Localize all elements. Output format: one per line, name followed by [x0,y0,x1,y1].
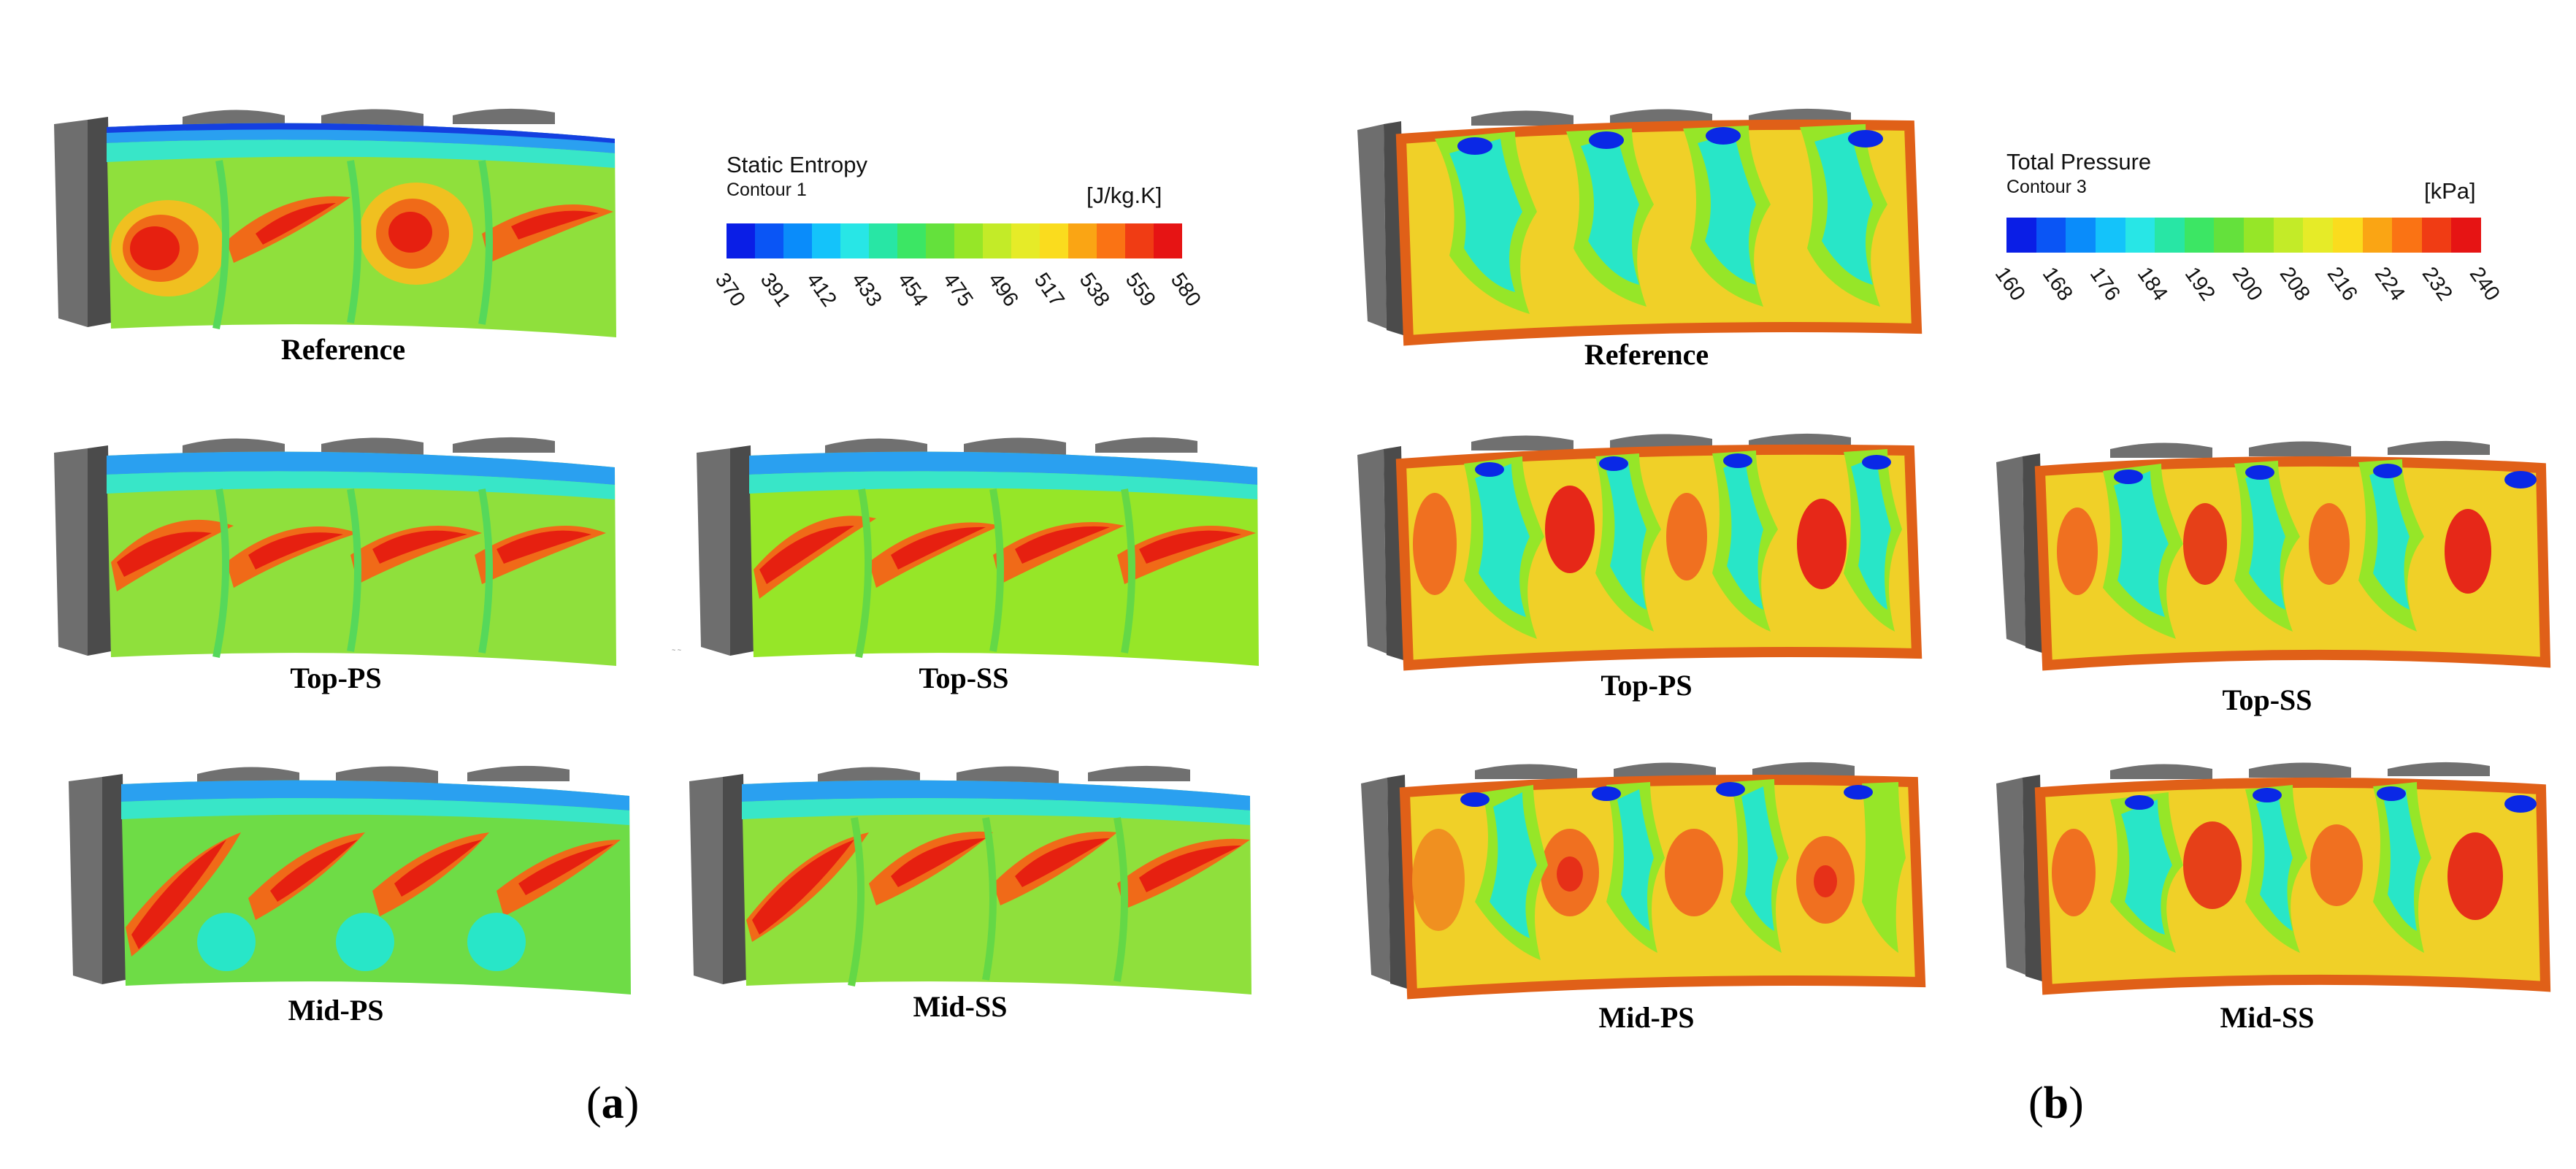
colorbar-tick-label: 200 [2227,263,2267,305]
pressure-contour-top-ps [1354,420,1924,675]
colorbar-tick-label: 208 [2274,263,2315,305]
case-label-mid-ps-a: Mid-PS [288,994,384,1027]
panel-label-a: (a) [586,1078,640,1128]
colorbar-tick-label: 475 [938,269,978,311]
colorbar-tick-label: 412 [801,269,841,311]
colorbar-swatch [2421,218,2452,253]
colorbar-swatch [983,223,1011,258]
pressure-contour-mid-ps [1358,748,1928,1004]
case-label-mid-ss-b: Mid-SS [2220,1001,2315,1034]
colorbar-swatch [2155,218,2185,253]
colorbar-subtitle-a: Contour 1 [727,180,807,200]
entropy-contour-mid-ss-plot [689,765,1251,994]
colorbar-swatch [897,223,926,258]
colorbar-tick-label: 538 [1074,269,1114,311]
case-label-reference-a: Reference [280,333,406,366]
case-label-reference-b: Reference [1584,338,1709,371]
pressure-contour-top-ss-plot [1996,440,2551,671]
pressure-contour-mid-ss-plot [1996,762,2551,995]
case-label-top-ss-a: Top-SS [919,662,1009,694]
colorbar-swatch [783,223,812,258]
entropy-contour-reference [44,95,628,343]
colorbar-swatch [1125,223,1154,258]
colorbar-unit-a: [J/kg.K] [1086,183,1162,208]
colorbar-swatch [2066,218,2096,253]
colorbar-swatch [812,223,840,258]
colorbar-swatch [1097,223,1125,258]
entropy-contour-top-ss [686,423,1270,672]
colorbar-tick-label: 580 [1165,269,1205,311]
colorbar-swatch [954,223,983,258]
colorbar-swatch [926,223,954,258]
colorbar-tick-label: 168 [2037,263,2077,305]
case-label-top-ps-b: Top-PS [1601,669,1693,702]
colorbar-swatch [2303,218,2333,253]
colorbar-tick-label: 559 [1120,269,1160,311]
colorbar-swatch [727,223,755,258]
entropy-contour-mid-ss [679,752,1263,1000]
entropy-contour-top-ss-plot [697,437,1259,666]
colorbar-swatch [2244,218,2274,253]
entropy-contour-mid-ps-plot [69,765,631,994]
colorbar-tick-label: 232 [2417,263,2457,305]
colorbar-swatch [1154,223,1182,258]
entropy-contour-top-ps-plot [54,437,616,666]
colorbar-swatch [840,223,869,258]
pressure-contour-top-ss [1993,427,2556,675]
colorbar-swatch [869,223,897,258]
case-label-top-ss-b: Top-SS [2222,683,2312,716]
colorbar-tick-label: 240 [2464,263,2504,305]
colorbar-unit-b: [kPa] [2424,178,2476,204]
colorbar-tick-label: 160 [1990,263,2030,305]
panel-label-b: (b) [2028,1078,2084,1128]
entropy-contour-top-ps [44,423,628,672]
colorbar-tick-label: 216 [2322,263,2362,305]
colorbar-tick-label: 433 [846,269,886,311]
colorbar-tick-label: 496 [984,269,1024,311]
case-label-mid-ps-b: Mid-PS [1598,1001,1695,1034]
case-label-top-ps-a: Top-PS [290,662,382,694]
entropy-contour-reference-plot [54,108,616,337]
colorbar-swatch [2332,218,2363,253]
colorbar-swatch [2273,218,2304,253]
pressure-contour-mid-ss [1993,748,2556,1004]
colorbar-swatch [2184,218,2215,253]
colorbar-tick-label: 184 [2132,263,2172,305]
case-label-mid-ss-a: Mid-SS [913,990,1008,1023]
colorbar-swatch [2125,218,2155,253]
colorbar-swatch [2095,218,2125,253]
colorbar-tick-label: 192 [2180,263,2220,305]
colorbar-b [2006,218,2481,253]
pressure-contour-reference-plot [1357,108,1923,346]
entropy-contour-mid-ps [58,752,643,1000]
stray-mark: ~ ~ [672,646,682,654]
colorbar-swatch [755,223,783,258]
colorbar-a [727,223,1182,258]
colorbar-swatch [2392,218,2422,253]
colorbar-tick-label: 370 [710,269,750,311]
colorbar-swatch [2006,218,2036,253]
colorbar-tick-label: 454 [892,269,932,311]
colorbar-swatch [2451,218,2481,253]
colorbar-title-b: Total Pressure [2006,149,2152,175]
pressure-contour-mid-ps-plot [1361,762,1926,1000]
colorbar-tick-label: 391 [756,269,796,311]
pressure-contour-top-ps-plot [1357,433,1923,671]
pressure-contour-reference [1354,95,1924,350]
colorbar-subtitle-b: Contour 3 [2006,177,2087,197]
colorbar-swatch [2036,218,2066,253]
colorbar-tick-label: 517 [1029,269,1069,311]
colorbar-swatch [2362,218,2393,253]
colorbar-swatch [1011,223,1040,258]
colorbar-swatch [2214,218,2244,253]
colorbar-tick-label: 176 [2085,263,2125,305]
colorbar-swatch [1040,223,1068,258]
colorbar-tick-label: 224 [2369,263,2410,305]
colorbar-title-a: Static Entropy [727,152,867,177]
colorbar-swatch [1068,223,1097,258]
